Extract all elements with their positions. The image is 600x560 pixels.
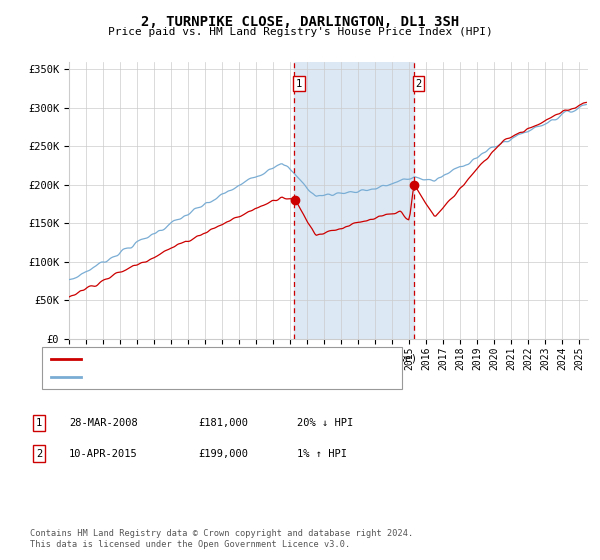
Text: 20% ↓ HPI: 20% ↓ HPI bbox=[297, 418, 353, 428]
Text: 1: 1 bbox=[296, 78, 302, 88]
Text: 2: 2 bbox=[36, 449, 42, 459]
Text: 28-MAR-2008: 28-MAR-2008 bbox=[69, 418, 138, 428]
Text: HPI: Average price, detached house, Darlington: HPI: Average price, detached house, Darl… bbox=[87, 372, 363, 382]
Bar bbox=[294, 62, 414, 339]
Text: Contains HM Land Registry data © Crown copyright and database right 2024.
This d: Contains HM Land Registry data © Crown c… bbox=[30, 529, 413, 549]
Text: £199,000: £199,000 bbox=[198, 449, 248, 459]
Text: 2, TURNPIKE CLOSE, DARLINGTON, DL1 3SH (detached house): 2, TURNPIKE CLOSE, DARLINGTON, DL1 3SH (… bbox=[87, 354, 417, 364]
Text: 2: 2 bbox=[416, 78, 422, 88]
Text: £181,000: £181,000 bbox=[198, 418, 248, 428]
Text: 1% ↑ HPI: 1% ↑ HPI bbox=[297, 449, 347, 459]
Text: 10-APR-2015: 10-APR-2015 bbox=[69, 449, 138, 459]
Text: 2, TURNPIKE CLOSE, DARLINGTON, DL1 3SH: 2, TURNPIKE CLOSE, DARLINGTON, DL1 3SH bbox=[141, 15, 459, 29]
Text: 1: 1 bbox=[36, 418, 42, 428]
Text: Price paid vs. HM Land Registry's House Price Index (HPI): Price paid vs. HM Land Registry's House … bbox=[107, 27, 493, 38]
